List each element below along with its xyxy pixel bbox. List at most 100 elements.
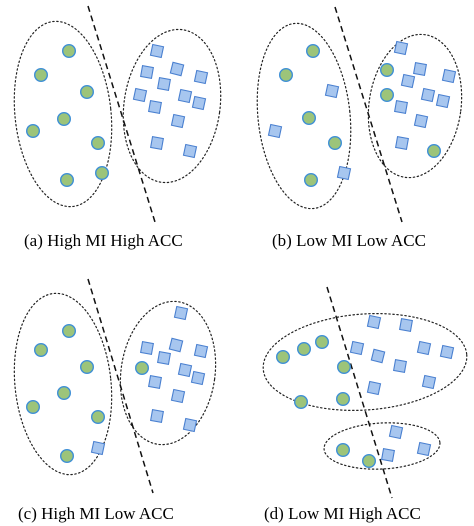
class-circle-point — [294, 395, 309, 410]
class-circle-point — [90, 410, 105, 425]
class-square-point — [139, 340, 155, 356]
class-square-point — [393, 40, 409, 56]
class-circle-point — [79, 84, 94, 99]
class-square-point — [349, 340, 365, 356]
class-circle-point — [34, 343, 49, 358]
class-circle-point — [336, 443, 351, 458]
class-square-point — [169, 61, 185, 77]
class-circle-point — [302, 110, 317, 125]
class-circle-point — [279, 67, 294, 82]
class-circle-point — [62, 44, 77, 59]
class-square-point — [170, 388, 186, 404]
class-square-point — [156, 76, 172, 92]
cluster-ellipse — [122, 28, 222, 184]
class-circle-point — [380, 63, 395, 78]
cluster-ellipse — [119, 300, 217, 446]
panel-c — [13, 278, 217, 494]
class-circle-point — [57, 386, 72, 401]
class-circle-point — [26, 123, 41, 138]
class-square-point — [398, 317, 414, 333]
class-square-point — [394, 135, 410, 151]
class-square-point — [149, 408, 165, 424]
class-square-point — [400, 73, 416, 89]
class-square-point — [182, 417, 198, 433]
class-square-point — [193, 343, 209, 359]
class-square-point — [366, 380, 382, 396]
class-circle-point — [337, 360, 352, 375]
class-square-point — [191, 95, 207, 111]
class-circle-point — [57, 111, 72, 126]
class-square-point — [190, 370, 206, 386]
class-square-point — [170, 113, 186, 129]
class-circle-point — [34, 67, 49, 82]
class-circle-point — [60, 172, 75, 187]
cluster-ellipse — [323, 422, 441, 470]
class-square-point — [393, 99, 409, 115]
class-circle-point — [26, 400, 41, 415]
class-square-point — [336, 165, 352, 181]
class-square-point — [149, 135, 165, 151]
class-square-point — [147, 99, 163, 115]
class-square-point — [366, 314, 382, 330]
cluster-ellipse — [13, 292, 113, 476]
class-circle-point — [60, 449, 75, 464]
decision-boundary-line — [87, 5, 156, 223]
class-circle-point — [427, 143, 442, 158]
class-square-point — [413, 113, 429, 129]
class-square-point — [380, 447, 396, 463]
caption-panel-a: (a) High MI High ACC — [24, 231, 183, 250]
panel-d — [262, 286, 468, 499]
class-circle-point — [297, 342, 312, 357]
class-circle-point — [304, 172, 319, 187]
class-circle-point — [79, 360, 94, 375]
caption-panel-c: (c) High MI Low ACC — [18, 504, 174, 523]
class-square-point — [193, 69, 209, 85]
class-circle-point — [276, 350, 291, 365]
class-square-point — [439, 344, 455, 360]
class-circle-point — [90, 135, 105, 150]
class-square-point — [132, 87, 148, 103]
class-square-point — [177, 362, 193, 378]
class-square-point — [90, 440, 106, 456]
cluster-ellipse — [13, 20, 113, 208]
class-circle-point — [94, 165, 109, 180]
caption-panel-b: (b) Low MI Low ACC — [272, 231, 426, 250]
class-square-point — [139, 64, 155, 80]
cluster-ellipse — [262, 312, 468, 412]
class-square-point — [267, 123, 283, 139]
cluster-ellipse — [256, 22, 352, 210]
class-square-point — [173, 305, 189, 321]
class-circle-point — [336, 392, 351, 407]
panel-b — [256, 6, 463, 223]
class-square-point — [441, 68, 457, 84]
class-square-point — [147, 374, 163, 390]
decision-boundary-line — [87, 278, 154, 494]
class-square-point — [435, 93, 451, 109]
class-square-point — [416, 340, 432, 356]
class-square-point — [421, 374, 437, 390]
class-square-point — [324, 83, 340, 99]
panel-a — [13, 5, 222, 223]
cluster-ellipse — [367, 33, 463, 179]
class-circle-point — [328, 135, 343, 150]
class-square-point — [420, 87, 436, 103]
class-square-point — [416, 441, 432, 457]
class-square-point — [177, 88, 193, 104]
class-square-point — [182, 143, 198, 159]
class-square-point — [370, 348, 386, 364]
class-square-point — [388, 424, 404, 440]
class-square-point — [156, 350, 172, 366]
class-square-point — [149, 43, 165, 59]
caption-panel-d: (d) Low MI High ACC — [264, 504, 421, 523]
class-square-point — [168, 337, 184, 353]
class-square-point — [412, 61, 428, 77]
class-circle-point — [134, 361, 149, 376]
decision-boundary-line — [326, 286, 393, 499]
class-circle-point — [362, 454, 377, 469]
class-circle-point — [380, 87, 395, 102]
decision-boundary-line — [334, 6, 403, 223]
class-circle-point — [315, 335, 330, 350]
class-circle-point — [306, 44, 321, 59]
class-circle-point — [62, 324, 77, 339]
